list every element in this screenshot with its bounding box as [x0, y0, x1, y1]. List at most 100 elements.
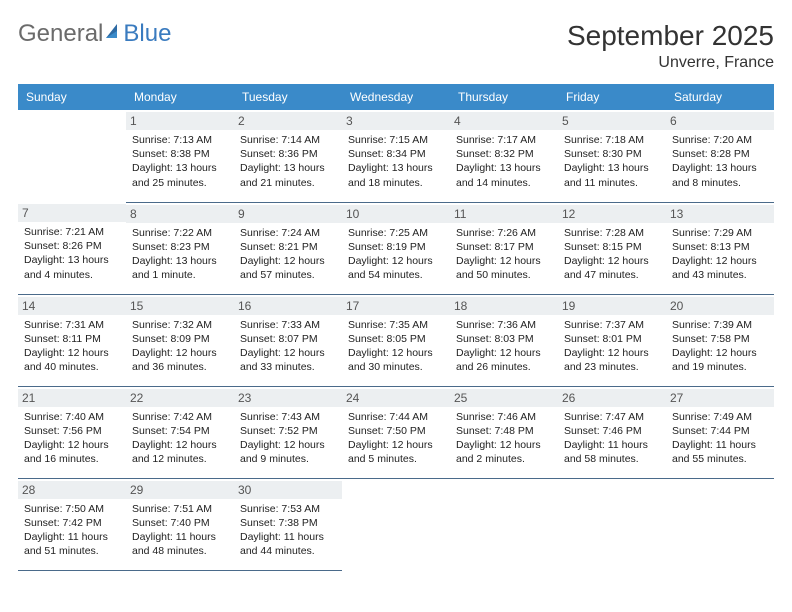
day-sunset: Sunset: 7:48 PM: [456, 424, 552, 438]
day-cell: 26 Sunrise: 7:47 AMSunset: 7:46 PMDayligh…: [558, 386, 666, 478]
day-sunset: Sunset: 8:36 PM: [240, 147, 336, 161]
day-body: Sunrise: 7:35 AMSunset: 8:05 PMDaylight:…: [348, 318, 444, 375]
day-sunrise: Sunrise: 7:28 AM: [564, 226, 660, 240]
day-number: 23: [234, 389, 342, 407]
day-number: 7: [18, 204, 126, 222]
day-cell: 5Sunrise: 7:18 AMSunset: 8:30 PMDaylight…: [558, 110, 666, 202]
day-body: Sunrise: 7:46 AMSunset: 7:48 PMDaylight:…: [456, 410, 552, 467]
day-number: 17: [342, 297, 450, 315]
day-daylight: Daylight: 13 hours and 25 minutes.: [132, 161, 228, 189]
calendar-row: 7Sunrise: 7:21 AMSunset: 8:26 PMDaylight…: [18, 202, 774, 294]
day-sunrise: Sunrise: 7:22 AM: [132, 226, 228, 240]
day-daylight: Daylight: 11 hours and 44 minutes.: [240, 530, 336, 558]
day-sunset: Sunset: 7:44 PM: [672, 424, 768, 438]
day-body: Sunrise: 7:33 AMSunset: 8:07 PMDaylight:…: [240, 318, 336, 375]
day-sunset: Sunset: 7:58 PM: [672, 332, 768, 346]
day-cell: 24Sunrise: 7:44 AMSunset: 7:50 PMDayligh…: [342, 386, 450, 478]
day-daylight: Daylight: 13 hours and 21 minutes.: [240, 161, 336, 189]
calendar-row: 21Sunrise: 7:40 AMSunset: 7:56 PMDayligh…: [18, 386, 774, 478]
day-body: Sunrise: 7:40 AMSunset: 7:56 PMDaylight:…: [24, 410, 120, 467]
day-sunset: Sunset: 8:05 PM: [348, 332, 444, 346]
day-number: 26: [558, 389, 666, 407]
day-daylight: Daylight: 13 hours and 14 minutes.: [456, 161, 552, 189]
day-sunset: Sunset: 8:17 PM: [456, 240, 552, 254]
day-body: Sunrise: 7:14 AMSunset: 8:36 PMDaylight:…: [240, 133, 336, 190]
day-number: 10: [342, 205, 450, 223]
day-daylight: Daylight: 11 hours and 58 minutes.: [564, 438, 660, 466]
day-number: 29: [126, 481, 234, 499]
day-number: 6: [666, 112, 774, 130]
day-cell: 22Sunrise: 7:42 AMSunset: 7:54 PMDayligh…: [126, 386, 234, 478]
day-cell: 1 Sunrise: 7:13 AMSunset: 8:38 PMDaylight…: [126, 110, 234, 202]
day-cell: 2Sunrise: 7:14 AMSunset: 8:36 PMDaylight…: [234, 110, 342, 202]
weekday-header-row: SundayMondayTuesdayWednesdayThursdayFrid…: [18, 84, 774, 110]
day-body: Sunrise: 7:49 AMSunset: 7:44 PMDaylight:…: [672, 410, 768, 467]
day-body: Sunrise: 7:26 AMSunset: 8:17 PMDaylight:…: [456, 226, 552, 283]
day-body: Sunrise: 7:44 AMSunset: 7:50 PMDaylight:…: [348, 410, 444, 467]
day-cell: 25Sunrise: 7:46 AMSunset: 7:48 PMDayligh…: [450, 386, 558, 478]
day-sunrise: Sunrise: 7:20 AM: [672, 133, 768, 147]
day-sunrise: Sunrise: 7:13 AM: [132, 133, 228, 147]
day-number: 22: [126, 389, 234, 407]
empty-cell: [18, 110, 126, 202]
day-number: 11: [450, 205, 558, 223]
calendar-table: SundayMondayTuesdayWednesdayThursdayFrid…: [18, 84, 774, 571]
day-daylight: Daylight: 13 hours and 8 minutes.: [672, 161, 768, 189]
day-sunrise: Sunrise: 7:35 AM: [348, 318, 444, 332]
day-sunrise: Sunrise: 7:15 AM: [348, 133, 444, 147]
logo-text-general: General: [18, 20, 103, 48]
day-daylight: Daylight: 12 hours and 33 minutes.: [240, 346, 336, 374]
day-number: 1: [126, 112, 234, 130]
day-sunrise: Sunrise: 7:40 AM: [24, 410, 120, 424]
day-body: Sunrise: 7:24 AMSunset: 8:21 PMDaylight:…: [240, 226, 336, 283]
day-sunrise: Sunrise: 7:33 AM: [240, 318, 336, 332]
day-body: Sunrise: 7:32 AMSunset: 8:09 PMDaylight:…: [132, 318, 228, 375]
day-sunset: Sunset: 7:54 PM: [132, 424, 228, 438]
day-sunset: Sunset: 8:34 PM: [348, 147, 444, 161]
day-cell: 13Sunrise: 7:29 AMSunset: 8:13 PMDayligh…: [666, 202, 774, 294]
weekday-header: Friday: [558, 84, 666, 110]
day-cell: 28Sunrise: 7:50 AMSunset: 7:42 PMDayligh…: [18, 478, 126, 570]
day-sunset: Sunset: 8:03 PM: [456, 332, 552, 346]
day-number: 3: [342, 112, 450, 130]
day-sunset: Sunset: 7:56 PM: [24, 424, 120, 438]
day-number: 12: [558, 205, 666, 223]
day-daylight: Daylight: 12 hours and 26 minutes.: [456, 346, 552, 374]
day-sunrise: Sunrise: 7:51 AM: [132, 502, 228, 516]
logo: General Blue: [18, 20, 171, 48]
day-body: Sunrise: 7:53 AMSunset: 7:38 PMDaylight:…: [240, 502, 336, 559]
day-sunset: Sunset: 8:38 PM: [132, 147, 228, 161]
day-daylight: Daylight: 11 hours and 51 minutes.: [24, 530, 120, 558]
location-text: Unverre, France: [567, 54, 774, 72]
day-number: 27: [666, 389, 774, 407]
page-header: General Blue September 2025 Unverre, Fra…: [18, 20, 774, 72]
day-body: Sunrise: 7:36 AMSunset: 8:03 PMDaylight:…: [456, 318, 552, 375]
day-sunset: Sunset: 8:07 PM: [240, 332, 336, 346]
calendar-row: 28Sunrise: 7:50 AMSunset: 7:42 PMDayligh…: [18, 478, 774, 570]
day-sunrise: Sunrise: 7:49 AM: [672, 410, 768, 424]
day-sunrise: Sunrise: 7:21 AM: [24, 225, 120, 239]
day-daylight: Daylight: 11 hours and 55 minutes.: [672, 438, 768, 466]
day-cell: 17 Sunrise: 7:35 AMSunset: 8:05 PMDayligh…: [342, 294, 450, 386]
day-cell: 16 Sunrise: 7:33 AMSunset: 8:07 PMDayligh…: [234, 294, 342, 386]
day-number: 13: [666, 205, 774, 223]
day-daylight: Daylight: 12 hours and 23 minutes.: [564, 346, 660, 374]
day-daylight: Daylight: 12 hours and 16 minutes.: [24, 438, 120, 466]
day-sunrise: Sunrise: 7:18 AM: [564, 133, 660, 147]
day-cell: 10Sunrise: 7:25 AMSunset: 8:19 PMDayligh…: [342, 202, 450, 294]
day-number: 8: [126, 205, 234, 223]
day-sunrise: Sunrise: 7:53 AM: [240, 502, 336, 516]
day-number: 20: [666, 297, 774, 315]
day-body: Sunrise: 7:47 AMSunset: 7:46 PMDaylight:…: [564, 410, 660, 467]
day-sunrise: Sunrise: 7:44 AM: [348, 410, 444, 424]
weekday-header: Saturday: [666, 84, 774, 110]
day-daylight: Daylight: 11 hours and 48 minutes.: [132, 530, 228, 558]
day-cell: 27 Sunrise: 7:49 AMSunset: 7:44 PMDayligh…: [666, 386, 774, 478]
day-sunset: Sunset: 8:26 PM: [24, 239, 120, 253]
day-number: 16: [234, 297, 342, 315]
day-number: 15: [126, 297, 234, 315]
day-cell: 18Sunrise: 7:36 AMSunset: 8:03 PMDayligh…: [450, 294, 558, 386]
logo-text-blue: Blue: [123, 20, 171, 48]
day-sunrise: Sunrise: 7:43 AM: [240, 410, 336, 424]
day-daylight: Daylight: 12 hours and 36 minutes.: [132, 346, 228, 374]
